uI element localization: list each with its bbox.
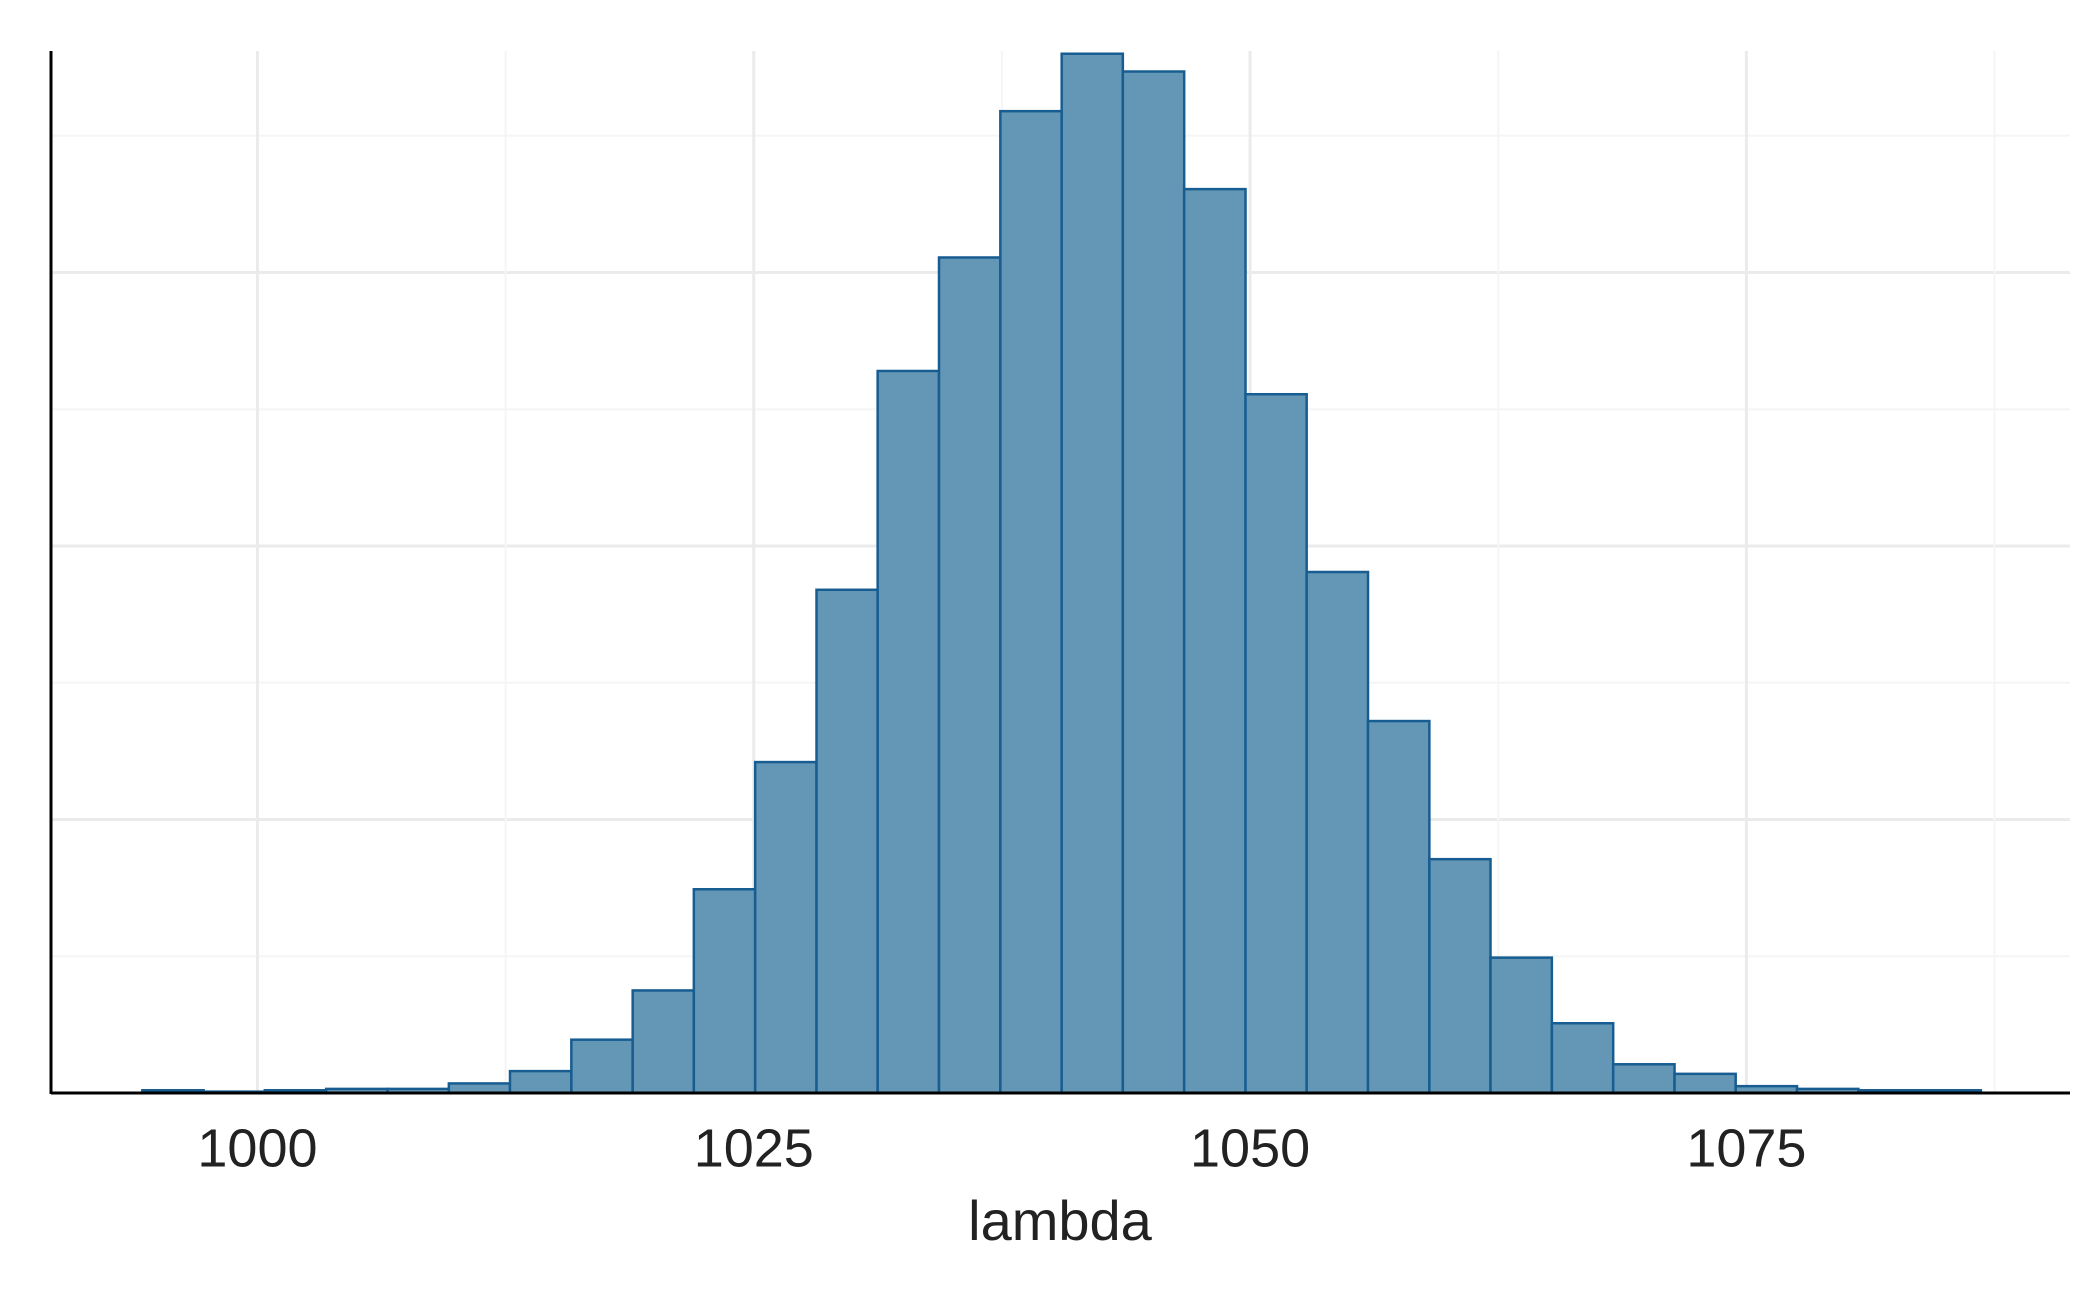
bar	[570, 1038, 634, 1095]
x-tick-label: 1050	[1190, 1118, 1310, 1178]
x-tick-label: 1075	[1686, 1118, 1806, 1178]
x-tick-label: 1025	[694, 1118, 814, 1178]
bar	[1305, 570, 1370, 1095]
bar	[1611, 1063, 1676, 1095]
bar	[753, 760, 818, 1095]
bar	[1366, 719, 1431, 1095]
bar	[692, 887, 757, 1095]
bar	[815, 588, 879, 1095]
bar	[1673, 1072, 1737, 1095]
x-tick-label: 1000	[197, 1118, 317, 1178]
bar	[508, 1069, 573, 1095]
bar	[1428, 857, 1492, 1095]
bar	[876, 369, 941, 1095]
bar	[937, 256, 1002, 1095]
bar	[1489, 956, 1554, 1095]
bar	[999, 109, 1063, 1095]
bar	[1550, 1022, 1615, 1095]
bar	[631, 989, 696, 1095]
x-axis-label: lambda	[968, 1189, 1153, 1252]
bar	[1182, 187, 1247, 1095]
bar	[1244, 392, 1308, 1095]
bar	[1121, 70, 1186, 1095]
bar	[1060, 52, 1125, 1095]
